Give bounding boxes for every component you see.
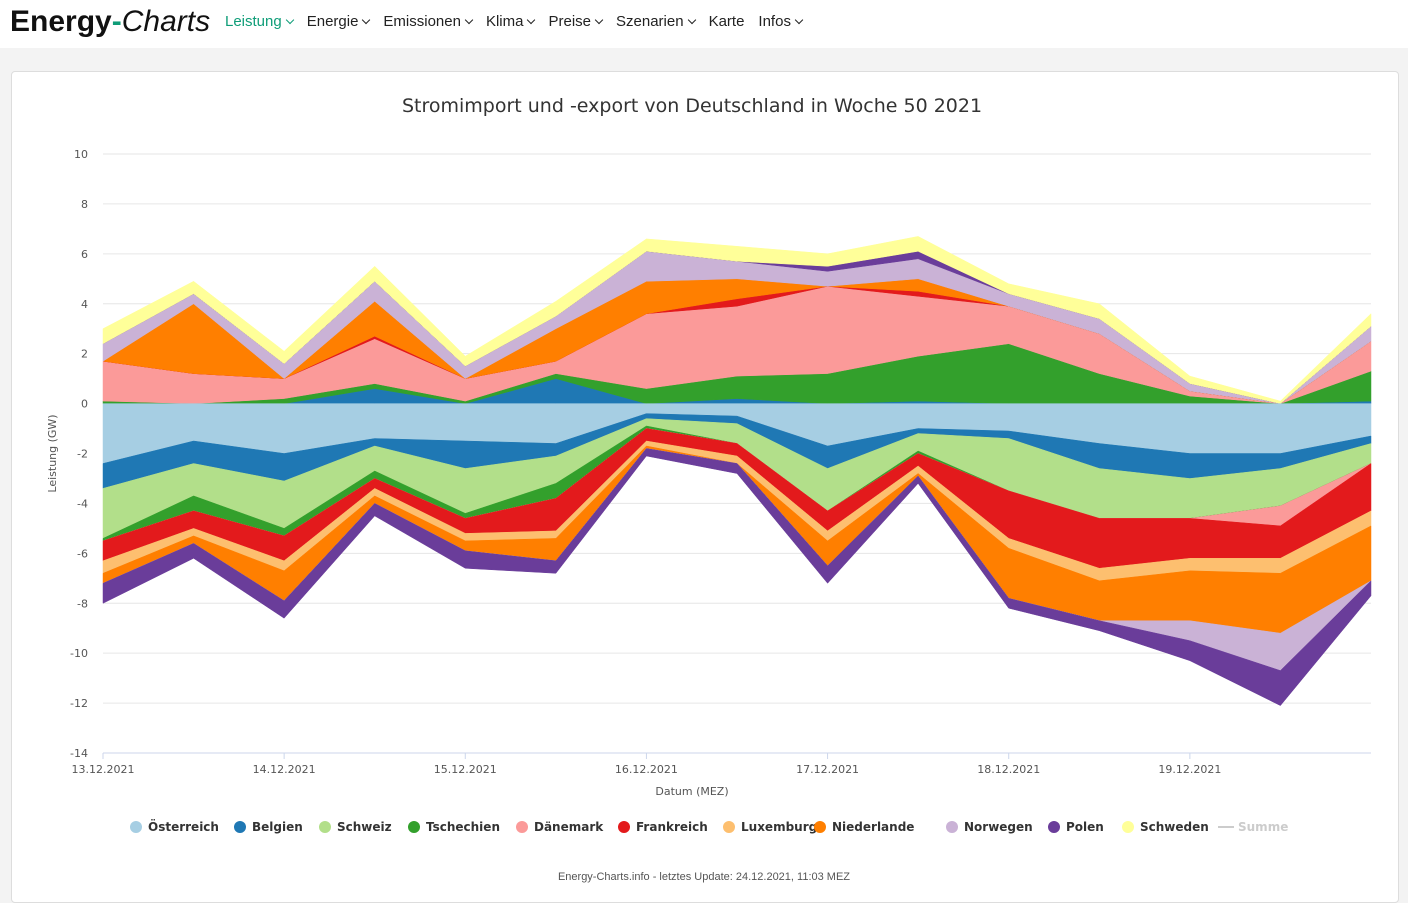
chevron-down-icon [794, 15, 804, 24]
legend-marker-niederlande[interactable] [814, 821, 826, 833]
x-tick-label: 17.12.2021 [796, 763, 859, 776]
legend-item-tschechien[interactable]: Tschechien [426, 820, 500, 834]
chevron-down-icon [464, 15, 474, 24]
logo-text-energy: Energy [10, 5, 112, 38]
legend-marker-schweiz[interactable] [319, 821, 331, 833]
main-menu: Leistung Energie Emissionen Klima Preise… [225, 0, 804, 42]
logo-dash: - [111, 5, 122, 38]
chevron-down-icon [285, 15, 294, 24]
logo[interactable]: Energy-Charts [10, 2, 210, 42]
menu-item-infos[interactable]: Infos [758, 12, 804, 30]
legend-item-oesterreich[interactable]: Österreich [148, 819, 219, 834]
y-tick-label: 8 [81, 198, 88, 211]
menu-item-label: Energie [306, 12, 359, 30]
legend-item-schweden[interactable]: Schweden [1140, 820, 1209, 834]
legend-marker-norwegen[interactable] [946, 821, 958, 833]
y-tick-label: -14 [70, 747, 88, 760]
menu-item-label: Preise [548, 12, 592, 30]
x-tick-label: 15.12.2021 [434, 763, 497, 776]
y-tick-label: -10 [70, 647, 88, 660]
legend-marker-frankreich[interactable] [618, 821, 630, 833]
menu-item-energie[interactable]: Energie [306, 12, 371, 30]
update-note: Energy-Charts.info - letztes Update: 24.… [557, 871, 851, 883]
area-import-schweden [102, 236, 1372, 404]
y-tick-label: 6 [81, 248, 88, 261]
y-tick-label: -12 [70, 697, 88, 710]
y-tick-label: -8 [77, 597, 88, 610]
y-tick-label: -2 [77, 448, 88, 461]
logo-text-charts: Charts [121, 5, 211, 38]
legend-item-norwegen[interactable]: Norwegen [964, 820, 1033, 834]
menu-item-label: Klima [485, 12, 524, 30]
legend-marker-tschechien[interactable] [408, 821, 420, 833]
chevron-down-icon [362, 15, 371, 24]
navbar: Energy-Charts Leistung Energie Emissione… [0, 0, 1408, 48]
menu-item-emissionen[interactable]: Emissionen [383, 12, 474, 30]
legend-item-frankreich[interactable]: Frankreich [636, 820, 708, 834]
chart: Stromimport und -export von Deutschland … [46, 95, 1372, 834]
chevron-down-icon [594, 15, 604, 24]
chart-card: Stromimport und -export von Deutschland … [11, 71, 1399, 903]
menu-item-label: Emissionen [383, 12, 461, 30]
legend-marker-daenemark[interactable] [516, 821, 528, 833]
y-tick-label: 0 [81, 398, 88, 411]
menu-item-klima[interactable]: Klima [485, 12, 536, 30]
menu-item-leistung[interactable]: Leistung [225, 12, 294, 30]
x-tick-label: 13.12.2021 [72, 763, 135, 776]
legend-marker-belgien[interactable] [234, 821, 246, 833]
menu-item-label: Karte [708, 12, 745, 30]
legend-marker-luxemburg[interactable] [723, 821, 735, 833]
y-axis-title: Leistung (GW) [46, 414, 59, 492]
legend-item-summe[interactable]: Summe [1238, 820, 1288, 834]
legend-item-niederlande[interactable]: Niederlande [832, 820, 914, 834]
x-axis-title: Datum (MEZ) [655, 785, 728, 798]
legend-item-luxemburg[interactable]: Luxemburg [741, 820, 817, 834]
x-tick-label: 18.12.2021 [977, 763, 1040, 776]
chevron-down-icon [527, 15, 536, 24]
menu-item-label: Infos [758, 12, 791, 30]
menu-item-label: Leistung [225, 12, 282, 30]
y-tick-label: 10 [74, 148, 88, 161]
y-tick-label: 4 [81, 298, 88, 311]
legend-marker-oesterreich[interactable] [130, 821, 142, 833]
legend-item-schweiz[interactable]: Schweiz [337, 820, 392, 834]
legend-marker-schweden[interactable] [1122, 821, 1134, 833]
area-export-polen [102, 448, 1372, 706]
chart-title: Stromimport und -export von Deutschland … [402, 95, 982, 117]
x-tick-label: 16.12.2021 [615, 763, 678, 776]
y-tick-label: -4 [77, 497, 88, 510]
chevron-down-icon [687, 15, 696, 24]
menu-item-preise[interactable]: Preise [548, 12, 604, 30]
menu-item-szenarien[interactable]: Szenarien [616, 12, 696, 30]
x-tick-label: 14.12.2021 [253, 763, 316, 776]
x-tick-label: 19.12.2021 [1158, 763, 1221, 776]
y-tick-label: 2 [81, 348, 88, 361]
legend-item-polen[interactable]: Polen [1066, 820, 1104, 834]
legend-marker-polen[interactable] [1048, 821, 1060, 833]
menu-item-karte[interactable]: Karte [709, 13, 745, 30]
legend-item-belgien[interactable]: Belgien [252, 820, 303, 834]
y-tick-label: -6 [77, 547, 88, 560]
menu-item-label: Szenarien [616, 12, 684, 30]
legend-item-daenemark[interactable]: Dänemark [534, 820, 604, 834]
